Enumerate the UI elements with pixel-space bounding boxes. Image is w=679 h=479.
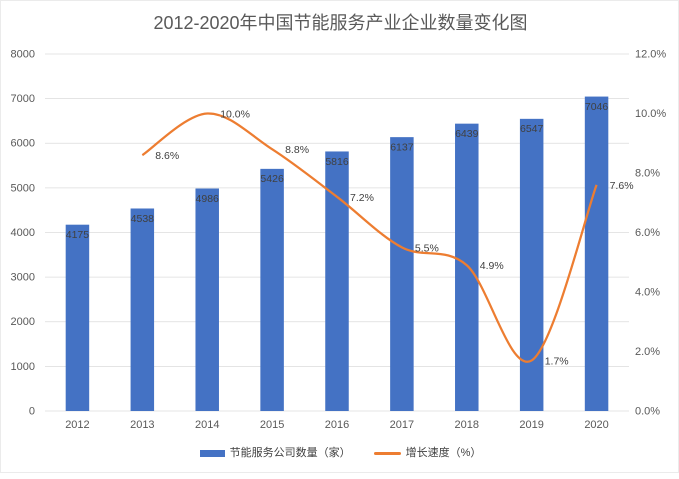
svg-text:8000: 8000: [11, 49, 35, 61]
svg-text:5.5%: 5.5%: [415, 242, 439, 254]
svg-text:4.9%: 4.9%: [480, 260, 504, 272]
svg-text:0.0%: 0.0%: [635, 406, 660, 418]
svg-text:2012: 2012: [65, 419, 89, 431]
svg-text:5426: 5426: [260, 173, 284, 185]
svg-text:4000: 4000: [11, 227, 35, 239]
svg-text:10.0%: 10.0%: [220, 109, 250, 121]
svg-text:2019: 2019: [519, 419, 543, 431]
svg-text:10.0%: 10.0%: [635, 108, 666, 120]
svg-text:2000: 2000: [11, 316, 35, 328]
svg-text:7.2%: 7.2%: [350, 192, 374, 204]
svg-text:2014: 2014: [195, 419, 219, 431]
svg-text:2015: 2015: [260, 419, 284, 431]
svg-text:2020: 2020: [584, 419, 608, 431]
svg-text:4538: 4538: [131, 213, 155, 225]
svg-text:0: 0: [29, 406, 35, 418]
svg-text:1.7%: 1.7%: [545, 355, 569, 367]
svg-text:6547: 6547: [520, 123, 544, 135]
svg-text:6439: 6439: [455, 128, 479, 140]
svg-text:5000: 5000: [11, 182, 35, 194]
svg-text:2017: 2017: [390, 419, 414, 431]
svg-text:4175: 4175: [66, 229, 90, 241]
svg-text:7000: 7000: [11, 93, 35, 105]
svg-text:5816: 5816: [325, 156, 349, 168]
svg-text:2013: 2013: [130, 419, 154, 431]
svg-text:3000: 3000: [11, 272, 35, 284]
svg-text:7046: 7046: [585, 101, 609, 113]
svg-text:4986: 4986: [196, 193, 220, 205]
svg-text:4.0%: 4.0%: [635, 287, 660, 299]
svg-text:6137: 6137: [390, 141, 414, 153]
svg-text:1000: 1000: [11, 361, 35, 373]
svg-text:6000: 6000: [11, 138, 35, 150]
svg-text:2.0%: 2.0%: [635, 346, 660, 358]
svg-text:2016: 2016: [325, 419, 349, 431]
svg-text:7.6%: 7.6%: [610, 180, 634, 192]
svg-text:8.0%: 8.0%: [635, 168, 660, 180]
svg-text:8.8%: 8.8%: [285, 144, 309, 156]
svg-text:6.0%: 6.0%: [635, 227, 660, 239]
svg-text:8.6%: 8.6%: [155, 150, 179, 162]
svg-text:12.0%: 12.0%: [635, 49, 666, 61]
svg-text:2018: 2018: [455, 419, 479, 431]
